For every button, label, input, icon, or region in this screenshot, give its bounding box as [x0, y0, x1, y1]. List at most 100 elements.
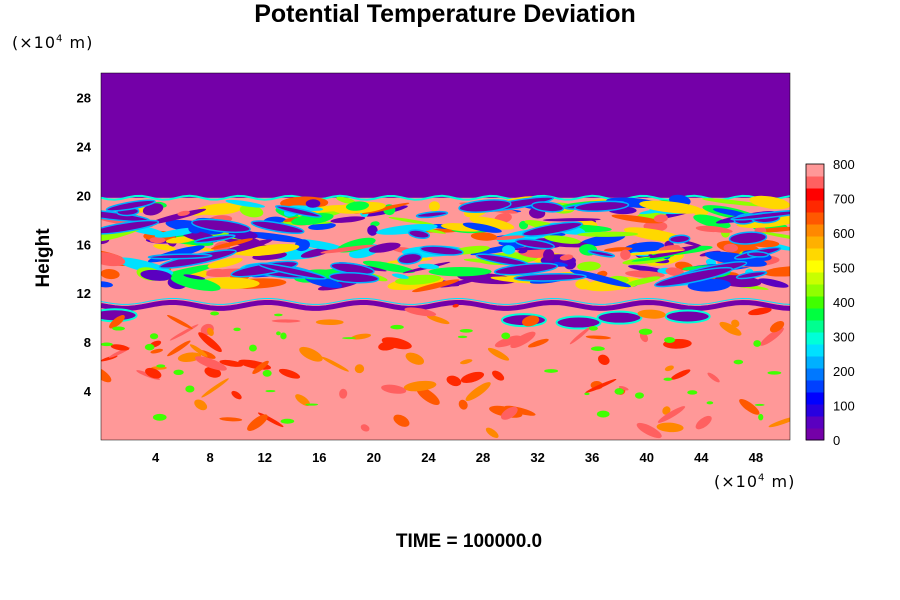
y-axis-ticks: 4 8 12 16 20 24 28 [77, 90, 92, 399]
warm-eddy [636, 422, 662, 439]
warm-eddy [528, 338, 549, 348]
colorbar-tick-label: 200 [833, 364, 855, 379]
colorbar-segment [806, 236, 824, 249]
band-filament [207, 257, 243, 269]
warm-eddy [299, 346, 323, 362]
warm-eddy [219, 359, 244, 367]
warm-eddy [760, 327, 784, 346]
warm-eddy [452, 303, 459, 308]
band-filament [693, 214, 731, 229]
band-filament [239, 204, 264, 218]
warm-eddy [460, 359, 473, 365]
eddy-core [273, 313, 283, 317]
eddy-core [305, 403, 319, 406]
band-streak [250, 220, 305, 235]
band-streak [191, 218, 251, 234]
warm-eddy [569, 326, 592, 345]
warm-eddy [748, 307, 772, 316]
colorbar-segment [806, 296, 824, 309]
band-filament [101, 269, 120, 280]
colorbar-segment [806, 392, 824, 405]
band-filament [575, 279, 591, 290]
band-filament [148, 208, 207, 225]
warm-eddy [500, 406, 518, 420]
band-filament [428, 266, 492, 277]
x-tick-label: 48 [749, 450, 763, 465]
warm-eddy [206, 327, 214, 336]
x-tick-label: 28 [476, 450, 490, 465]
band-filament [170, 275, 221, 292]
x-tick-label: 44 [694, 450, 709, 465]
band-filament [763, 266, 790, 277]
warm-eddy [198, 332, 222, 353]
band-filament [564, 259, 577, 270]
warm-eddy [446, 375, 462, 387]
band-filament [428, 201, 440, 212]
y-tick-label: 4 [84, 384, 92, 399]
colorbar-tick-label: 800 [833, 157, 855, 172]
band-streak [419, 245, 464, 256]
colorbar-segment [806, 248, 824, 261]
band-filament [761, 232, 790, 242]
eddy-core [390, 324, 404, 330]
band-filament [149, 236, 166, 244]
warm-eddy [510, 331, 536, 349]
band-filament [749, 195, 790, 210]
eddy-core [280, 332, 287, 340]
warm-eddy [145, 367, 162, 379]
warm-eddy [492, 370, 505, 381]
warm-eddy [403, 380, 437, 392]
warm-eddy [351, 333, 372, 340]
band-filament [291, 213, 334, 226]
band-filament [439, 278, 477, 288]
band-filament [755, 226, 790, 233]
band-filament [361, 202, 410, 215]
warm-eddy [618, 385, 629, 391]
band-filament [300, 247, 332, 258]
x-tick-label: 4 [152, 450, 160, 465]
band-streak [328, 271, 380, 284]
eddy-core [634, 392, 644, 399]
eddy-core [758, 413, 764, 421]
band-streak [493, 262, 559, 276]
eddy-core [664, 337, 676, 343]
x-tick-label: 32 [530, 450, 544, 465]
eddy-core [149, 333, 159, 340]
colorbar-tick-label: 300 [833, 330, 855, 345]
band-streak [654, 266, 734, 288]
band-filament [392, 273, 409, 279]
colorbar-segment [806, 176, 824, 189]
y-tick-label: 20 [77, 188, 91, 203]
eddy-core [249, 344, 257, 352]
upper-layer [101, 73, 790, 198]
warm-eddy [426, 315, 450, 325]
colorbar-segment [806, 164, 824, 177]
warm-eddy [101, 355, 118, 362]
x-axis-ticks: 4 8 12 16 20 24 28 32 36 40 44 48 [152, 450, 763, 465]
eddy-core [459, 328, 473, 333]
band-filament [713, 208, 748, 217]
band-streak [531, 201, 565, 213]
colorbar-tick-label: 600 [833, 226, 855, 241]
y-tick-label: 24 [77, 139, 92, 154]
band-filament [543, 248, 555, 262]
warm-eddy [585, 378, 617, 393]
band-filament [658, 244, 680, 252]
band-filament [544, 235, 581, 244]
warm-eddy [664, 365, 674, 372]
eddy-core [342, 337, 356, 340]
band-streak [105, 199, 156, 212]
colorbar-segment [806, 332, 824, 345]
band-filament [631, 255, 675, 262]
colorbar-segment [806, 260, 824, 273]
warm-eddy [460, 371, 485, 383]
band-streak [408, 229, 431, 240]
warm-eddy [177, 352, 202, 362]
warm-eddy [731, 319, 740, 328]
eddy-core [753, 340, 762, 347]
eddy-core [152, 413, 167, 421]
colorbar-segment [806, 188, 824, 201]
band-filament [330, 216, 366, 223]
band-filament [196, 203, 244, 216]
eddy-core [544, 369, 559, 373]
